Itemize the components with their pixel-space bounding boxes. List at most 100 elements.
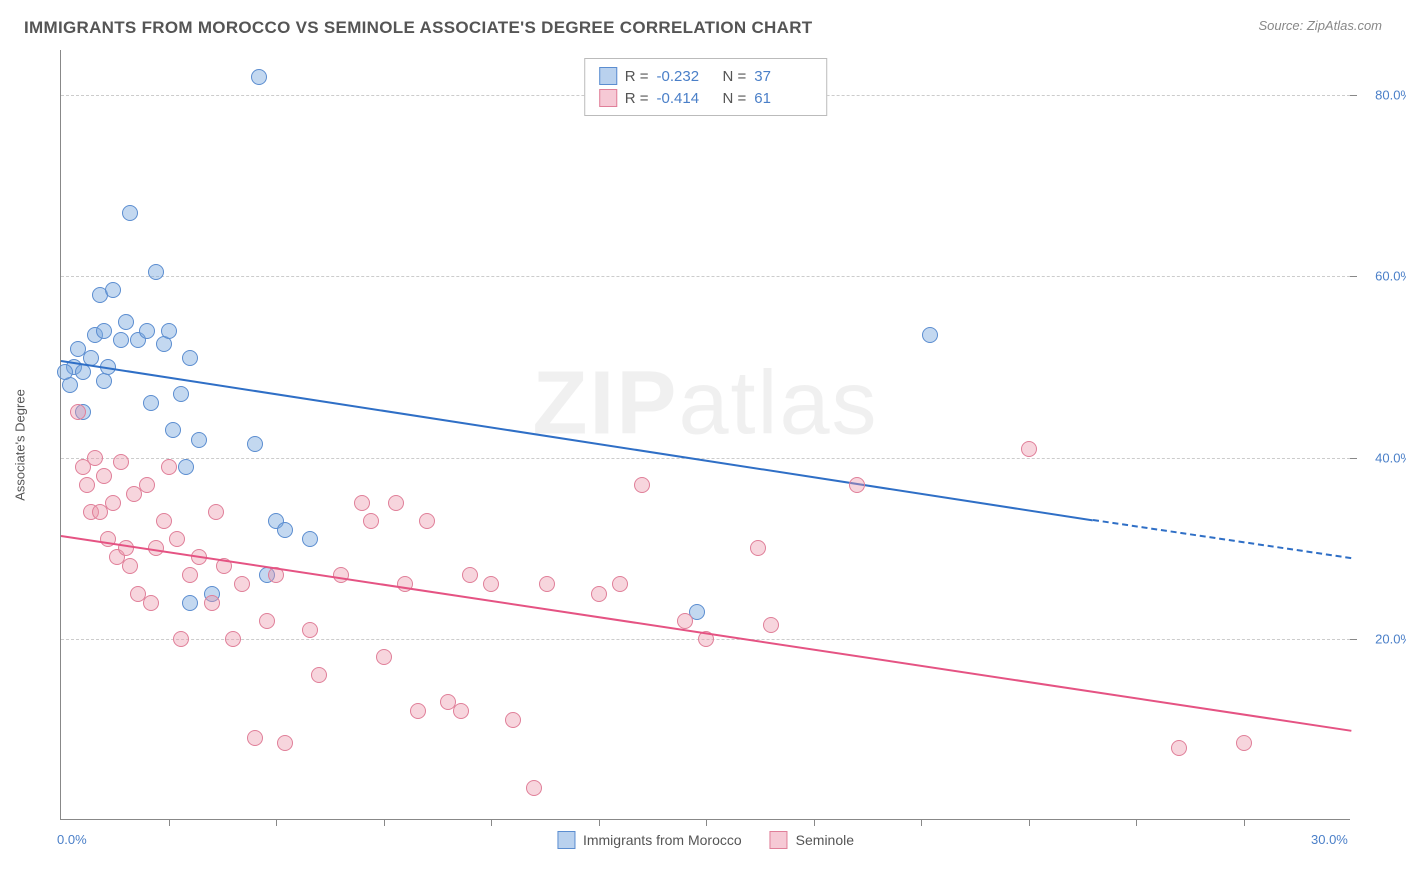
tick-x xyxy=(599,819,600,826)
r-label: R = xyxy=(625,68,649,85)
tick-y xyxy=(1350,458,1357,459)
legend-item-1: Immigrants from Morocco xyxy=(557,831,742,849)
scatter-point xyxy=(87,450,103,466)
r-value-2: -0.414 xyxy=(657,90,715,107)
scatter-point xyxy=(591,586,607,602)
scatter-point xyxy=(105,282,121,298)
scatter-point xyxy=(1171,740,1187,756)
y-axis-title: Associate's Degree xyxy=(13,389,28,501)
scatter-point xyxy=(539,576,555,592)
scatter-point xyxy=(1236,735,1252,751)
scatter-point xyxy=(113,454,129,470)
swatch-series-2 xyxy=(599,89,617,107)
y-tick-label: 40.0% xyxy=(1375,450,1406,465)
scatter-point xyxy=(1021,441,1037,457)
scatter-point xyxy=(139,323,155,339)
scatter-point xyxy=(156,513,172,529)
tick-x xyxy=(169,819,170,826)
scatter-point xyxy=(57,364,73,380)
scatter-point xyxy=(182,350,198,366)
scatter-point xyxy=(849,477,865,493)
tick-y xyxy=(1350,95,1357,96)
y-tick-label: 60.0% xyxy=(1375,269,1406,284)
scatter-point xyxy=(208,504,224,520)
scatter-point xyxy=(612,576,628,592)
y-tick-label: 80.0% xyxy=(1375,88,1406,103)
swatch-series-1 xyxy=(599,67,617,85)
scatter-point xyxy=(247,730,263,746)
tick-x xyxy=(276,819,277,826)
scatter-point xyxy=(96,468,112,484)
scatter-point xyxy=(70,404,86,420)
scatter-point xyxy=(148,264,164,280)
source-label: Source: ZipAtlas.com xyxy=(1258,18,1382,33)
scatter-point xyxy=(419,513,435,529)
scatter-point xyxy=(143,595,159,611)
scatter-point xyxy=(96,373,112,389)
scatter-point xyxy=(397,576,413,592)
watermark-light: atlas xyxy=(678,353,878,453)
scatter-point xyxy=(363,513,379,529)
x-tick-label: 0.0% xyxy=(57,832,87,847)
scatter-point xyxy=(79,477,95,493)
scatter-point xyxy=(376,649,392,665)
scatter-point xyxy=(410,703,426,719)
scatter-point xyxy=(750,540,766,556)
tick-x xyxy=(384,819,385,826)
scatter-point xyxy=(169,531,185,547)
tick-x xyxy=(706,819,707,826)
n-value-2: 61 xyxy=(754,90,812,107)
scatter-point xyxy=(204,595,220,611)
scatter-point xyxy=(161,323,177,339)
scatter-point xyxy=(259,613,275,629)
tick-y xyxy=(1350,276,1357,277)
tick-x xyxy=(1136,819,1137,826)
scatter-point xyxy=(354,495,370,511)
scatter-point xyxy=(173,631,189,647)
scatter-point xyxy=(225,631,241,647)
scatter-point xyxy=(277,735,293,751)
n-label-2: N = xyxy=(723,90,747,107)
scatter-point xyxy=(677,613,693,629)
scatter-point xyxy=(118,540,134,556)
scatter-point xyxy=(251,69,267,85)
swatch-bottom-1 xyxy=(557,831,575,849)
scatter-point xyxy=(156,336,172,352)
grid-line-h xyxy=(61,458,1350,459)
legend-bottom: Immigrants from Morocco Seminole xyxy=(557,831,854,849)
scatter-point xyxy=(122,205,138,221)
scatter-point xyxy=(483,576,499,592)
scatter-point xyxy=(234,576,250,592)
scatter-point xyxy=(182,595,198,611)
legend-label-2: Seminole xyxy=(796,832,854,848)
scatter-point xyxy=(118,314,134,330)
scatter-point xyxy=(96,323,112,339)
r-value-1: -0.232 xyxy=(657,68,715,85)
legend-item-2: Seminole xyxy=(770,831,854,849)
chart-title: IMMIGRANTS FROM MOROCCO VS SEMINOLE ASSO… xyxy=(24,18,812,38)
scatter-point xyxy=(453,703,469,719)
plot-area: ZIPatlas R = -0.232 N = 37 R = -0.414 N … xyxy=(60,50,1350,820)
trend-line xyxy=(61,360,1093,521)
scatter-point xyxy=(139,477,155,493)
n-value-1: 37 xyxy=(754,68,812,85)
legend-row-1: R = -0.232 N = 37 xyxy=(599,65,813,87)
scatter-point xyxy=(191,432,207,448)
grid-line-h xyxy=(61,276,1350,277)
chart-container: Associate's Degree ZIPatlas R = -0.232 N… xyxy=(50,50,1360,840)
scatter-point xyxy=(634,477,650,493)
legend-label-1: Immigrants from Morocco xyxy=(583,832,742,848)
scatter-point xyxy=(173,386,189,402)
scatter-point xyxy=(302,622,318,638)
tick-x xyxy=(1029,819,1030,826)
n-label: N = xyxy=(723,68,747,85)
scatter-point xyxy=(277,522,293,538)
tick-x xyxy=(491,819,492,826)
scatter-point xyxy=(311,667,327,683)
scatter-point xyxy=(526,780,542,796)
legend-correlation: R = -0.232 N = 37 R = -0.414 N = 61 xyxy=(584,58,828,116)
x-tick-label: 30.0% xyxy=(1311,832,1348,847)
trend-line-dashed xyxy=(1093,519,1351,559)
r-label-2: R = xyxy=(625,90,649,107)
trend-line xyxy=(61,535,1351,732)
